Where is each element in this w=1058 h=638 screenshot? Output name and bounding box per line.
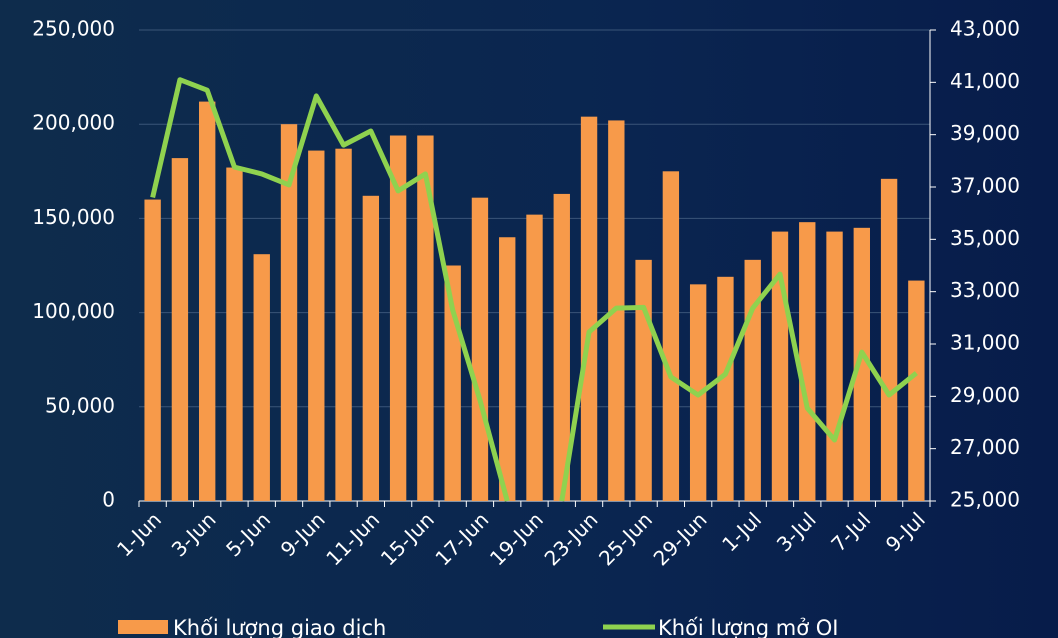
y2-tick-label: 31,000 xyxy=(950,331,1020,355)
y2-tick-label: 25,000 xyxy=(950,488,1020,512)
legend-label: Khối lượng mở OI xyxy=(658,616,838,638)
bar xyxy=(826,231,843,501)
bar xyxy=(526,214,543,501)
bar xyxy=(362,195,380,502)
y2-tick-label: 37,000 xyxy=(950,174,1020,198)
x-tick-label: 17-Jun xyxy=(430,507,493,570)
bar xyxy=(744,259,761,501)
y2-tick-label: 43,000 xyxy=(950,17,1020,41)
x-tick-label: 5-Jun xyxy=(221,507,275,561)
y-tick-label: 150,000 xyxy=(32,205,115,229)
x-tick-label: 3-Jun xyxy=(167,507,221,561)
y-tick-label: 200,000 xyxy=(32,111,115,135)
bar xyxy=(253,254,270,501)
y-tick-label: 250,000 xyxy=(32,17,115,41)
x-tick-label: 3-Jul xyxy=(772,507,821,556)
bar xyxy=(226,167,243,502)
bar xyxy=(335,148,352,501)
x-tick-label: 15-Jun xyxy=(376,507,439,570)
y2-tick-label: 39,000 xyxy=(950,121,1020,145)
bar xyxy=(389,135,407,501)
x-tick-label: 23-Jun xyxy=(540,507,603,570)
bar xyxy=(580,116,598,501)
x-tick-label: 29-Jun xyxy=(649,507,712,570)
x-tick-label: 11-Jun xyxy=(321,507,384,570)
x-tick-label: 25-Jun xyxy=(594,507,657,570)
x-tick-label: 7-Jul xyxy=(826,507,875,556)
y2-tick-label: 41,000 xyxy=(950,69,1020,93)
y-tick-label: 0 xyxy=(102,488,115,512)
bar xyxy=(799,222,816,501)
y-tick-label: 50,000 xyxy=(45,393,115,417)
bar xyxy=(880,178,898,501)
bar xyxy=(635,259,652,501)
bar xyxy=(553,193,570,501)
y2-tick-label: 27,000 xyxy=(950,435,1020,459)
line xyxy=(150,77,918,502)
bar xyxy=(499,237,516,502)
bar xyxy=(308,150,325,502)
x-tick-label: 19-Jun xyxy=(485,507,548,570)
bar xyxy=(280,124,298,501)
bar xyxy=(171,158,189,501)
bar xyxy=(908,280,925,501)
bar xyxy=(662,171,680,502)
bar xyxy=(199,101,216,501)
bar xyxy=(853,227,870,501)
y2-tick-label: 33,000 xyxy=(950,278,1020,302)
x-tick-label: 1-Jul xyxy=(717,507,766,556)
bar xyxy=(717,276,734,501)
y-tick-label: 100,000 xyxy=(32,299,115,323)
legend-swatch xyxy=(118,620,168,634)
bar xyxy=(144,199,161,501)
bar xyxy=(471,197,489,501)
legend-label: Khối lượng giao dịch xyxy=(173,616,386,638)
x-tick-label: 9-Jul xyxy=(881,507,930,556)
y2-tick-label: 29,000 xyxy=(950,383,1020,407)
y2-tick-label: 35,000 xyxy=(950,226,1020,250)
x-tick-label: 1-Jun xyxy=(112,507,166,561)
bar xyxy=(417,135,434,501)
